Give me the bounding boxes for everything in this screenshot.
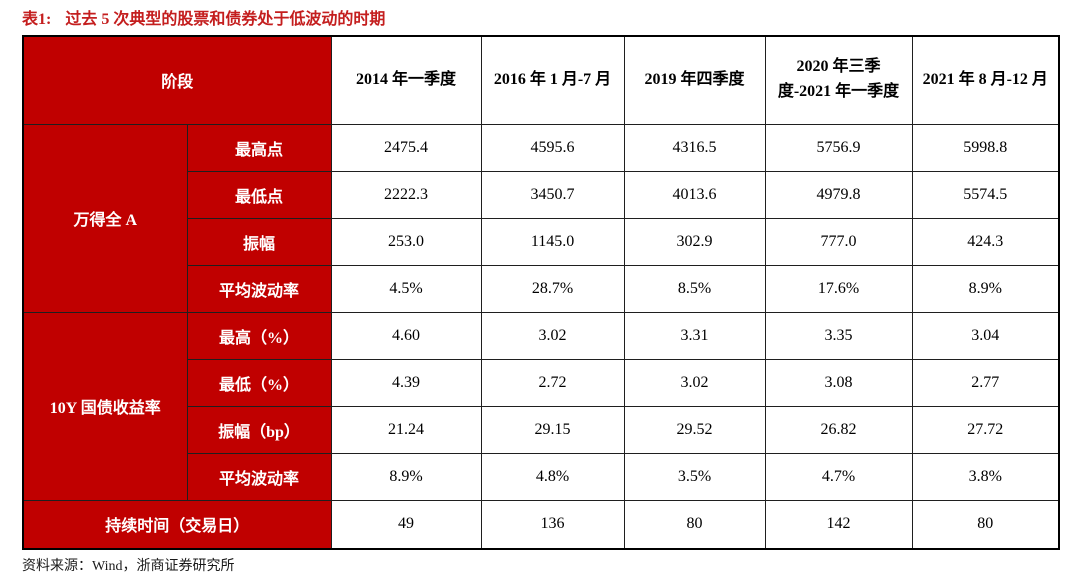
metric-label-cell: 平均波动率 xyxy=(186,264,332,313)
duration-value-cell: 49 xyxy=(330,499,482,550)
value-cell: 4.8% xyxy=(480,452,625,501)
header-row: 阶段 2014 年一季度 2016 年 1 月-7 月 2019 年四季度 20… xyxy=(22,35,1060,125)
period-header-cell: 2016 年 1 月-7 月 xyxy=(480,35,625,125)
value-cell: 3.08 xyxy=(764,358,913,407)
duration-value-cell: 142 xyxy=(764,499,913,550)
value-cell: 3.04 xyxy=(911,311,1060,360)
value-cell: 5574.5 xyxy=(911,170,1060,219)
metric-label-cell: 最高（%） xyxy=(186,311,332,360)
value-cell: 4.5% xyxy=(330,264,482,313)
value-cell: 4316.5 xyxy=(623,123,766,172)
value-cell: 26.82 xyxy=(764,405,913,454)
value-cell: 17.6% xyxy=(764,264,913,313)
duration-row: 持续时间（交易日） 49 136 80 142 80 xyxy=(22,499,1060,550)
value-cell: 3.31 xyxy=(623,311,766,360)
value-cell: 3.02 xyxy=(623,358,766,407)
duration-value-cell: 136 xyxy=(480,499,625,550)
value-cell: 29.15 xyxy=(480,405,625,454)
metric-label-cell: 最低（%） xyxy=(186,358,332,407)
value-cell: 3.8% xyxy=(911,452,1060,501)
value-cell: 3.02 xyxy=(480,311,625,360)
table-row: 振幅 253.0 1145.0 302.9 777.0 424.3 xyxy=(23,217,1060,266)
table-row: 最低（%） 4.39 2.72 3.02 3.08 2.77 xyxy=(23,358,1060,407)
value-cell: 4595.6 xyxy=(480,123,625,172)
value-cell: 424.3 xyxy=(911,217,1060,266)
value-cell: 4013.6 xyxy=(623,170,766,219)
value-cell: 1145.0 xyxy=(480,217,625,266)
table-title-text: 过去 5 次典型的股票和债券处于低波动的时期 xyxy=(65,11,386,28)
value-cell: 4979.8 xyxy=(764,170,913,219)
value-cell: 5756.9 xyxy=(764,123,913,172)
value-cell: 8.9% xyxy=(911,264,1060,313)
metric-label-cell: 振幅 xyxy=(186,217,332,266)
period-header-cell: 2014 年一季度 xyxy=(330,35,482,125)
table-row: 平均波动率 8.9% 4.8% 3.5% 4.7% 3.8% xyxy=(23,452,1060,501)
period-header-cell: 2019 年四季度 xyxy=(623,35,766,125)
table-row: 平均波动率 4.5% 28.7% 8.5% 17.6% 8.9% xyxy=(23,264,1060,313)
table-row: 10Y 国债收益率 最高（%） 4.60 3.02 3.31 3.35 3.04 xyxy=(22,311,1060,501)
corner-header-cell: 阶段 xyxy=(22,35,332,125)
value-cell: 8.5% xyxy=(623,264,766,313)
value-cell: 27.72 xyxy=(911,405,1060,454)
value-cell: 253.0 xyxy=(330,217,482,266)
duration-value-cell: 80 xyxy=(623,499,766,550)
metric-label-cell: 振幅（bp） xyxy=(186,405,332,454)
value-cell: 3450.7 xyxy=(480,170,625,219)
table-title-prefix: 表1: xyxy=(22,11,52,28)
low-volatility-periods-table: 阶段 2014 年一季度 2016 年 1 月-7 月 2019 年四季度 20… xyxy=(22,35,1061,550)
table-row: 最低点 2222.3 3450.7 4013.6 4979.8 5574.5 xyxy=(23,170,1060,219)
value-cell: 2475.4 xyxy=(330,123,482,172)
value-cell: 777.0 xyxy=(764,217,913,266)
metric-label-cell: 平均波动率 xyxy=(186,452,332,501)
value-cell: 5998.8 xyxy=(911,123,1060,172)
value-cell: 2.72 xyxy=(480,358,625,407)
value-cell: 29.52 xyxy=(623,405,766,454)
value-cell: 4.39 xyxy=(330,358,482,407)
duration-value-cell: 80 xyxy=(911,499,1060,550)
value-cell: 8.9% xyxy=(330,452,482,501)
value-cell: 4.7% xyxy=(764,452,913,501)
duration-label-cell: 持续时间（交易日） xyxy=(22,499,332,550)
value-cell: 21.24 xyxy=(330,405,482,454)
metric-label-cell: 最高点 xyxy=(186,123,332,172)
source-note: 资料来源：Wind，浙商证券研究所 xyxy=(22,559,235,574)
table-row: 万得全 A 最高点 2475.4 4595.6 4316.5 5756.9 59… xyxy=(22,123,1060,313)
value-cell: 28.7% xyxy=(480,264,625,313)
period-header-cell: 2021 年 8 月-12 月 xyxy=(911,35,1060,125)
value-cell: 3.35 xyxy=(764,311,913,360)
period-header-cell: 2020 年三季度-2021 年一季度 xyxy=(764,35,913,125)
group-cell-wind-all-a: 万得全 A xyxy=(22,123,188,313)
metric-label-cell: 最低点 xyxy=(186,170,332,219)
value-cell: 3.5% xyxy=(623,452,766,501)
value-cell: 4.60 xyxy=(330,311,482,360)
group-cell-10y-bond-yield: 10Y 国债收益率 xyxy=(22,311,188,501)
value-cell: 302.9 xyxy=(623,217,766,266)
value-cell: 2222.3 xyxy=(330,170,482,219)
table-title: 表1: 过去 5 次典型的股票和债券处于低波动的时期 xyxy=(22,5,385,29)
value-cell: 2.77 xyxy=(911,358,1060,407)
